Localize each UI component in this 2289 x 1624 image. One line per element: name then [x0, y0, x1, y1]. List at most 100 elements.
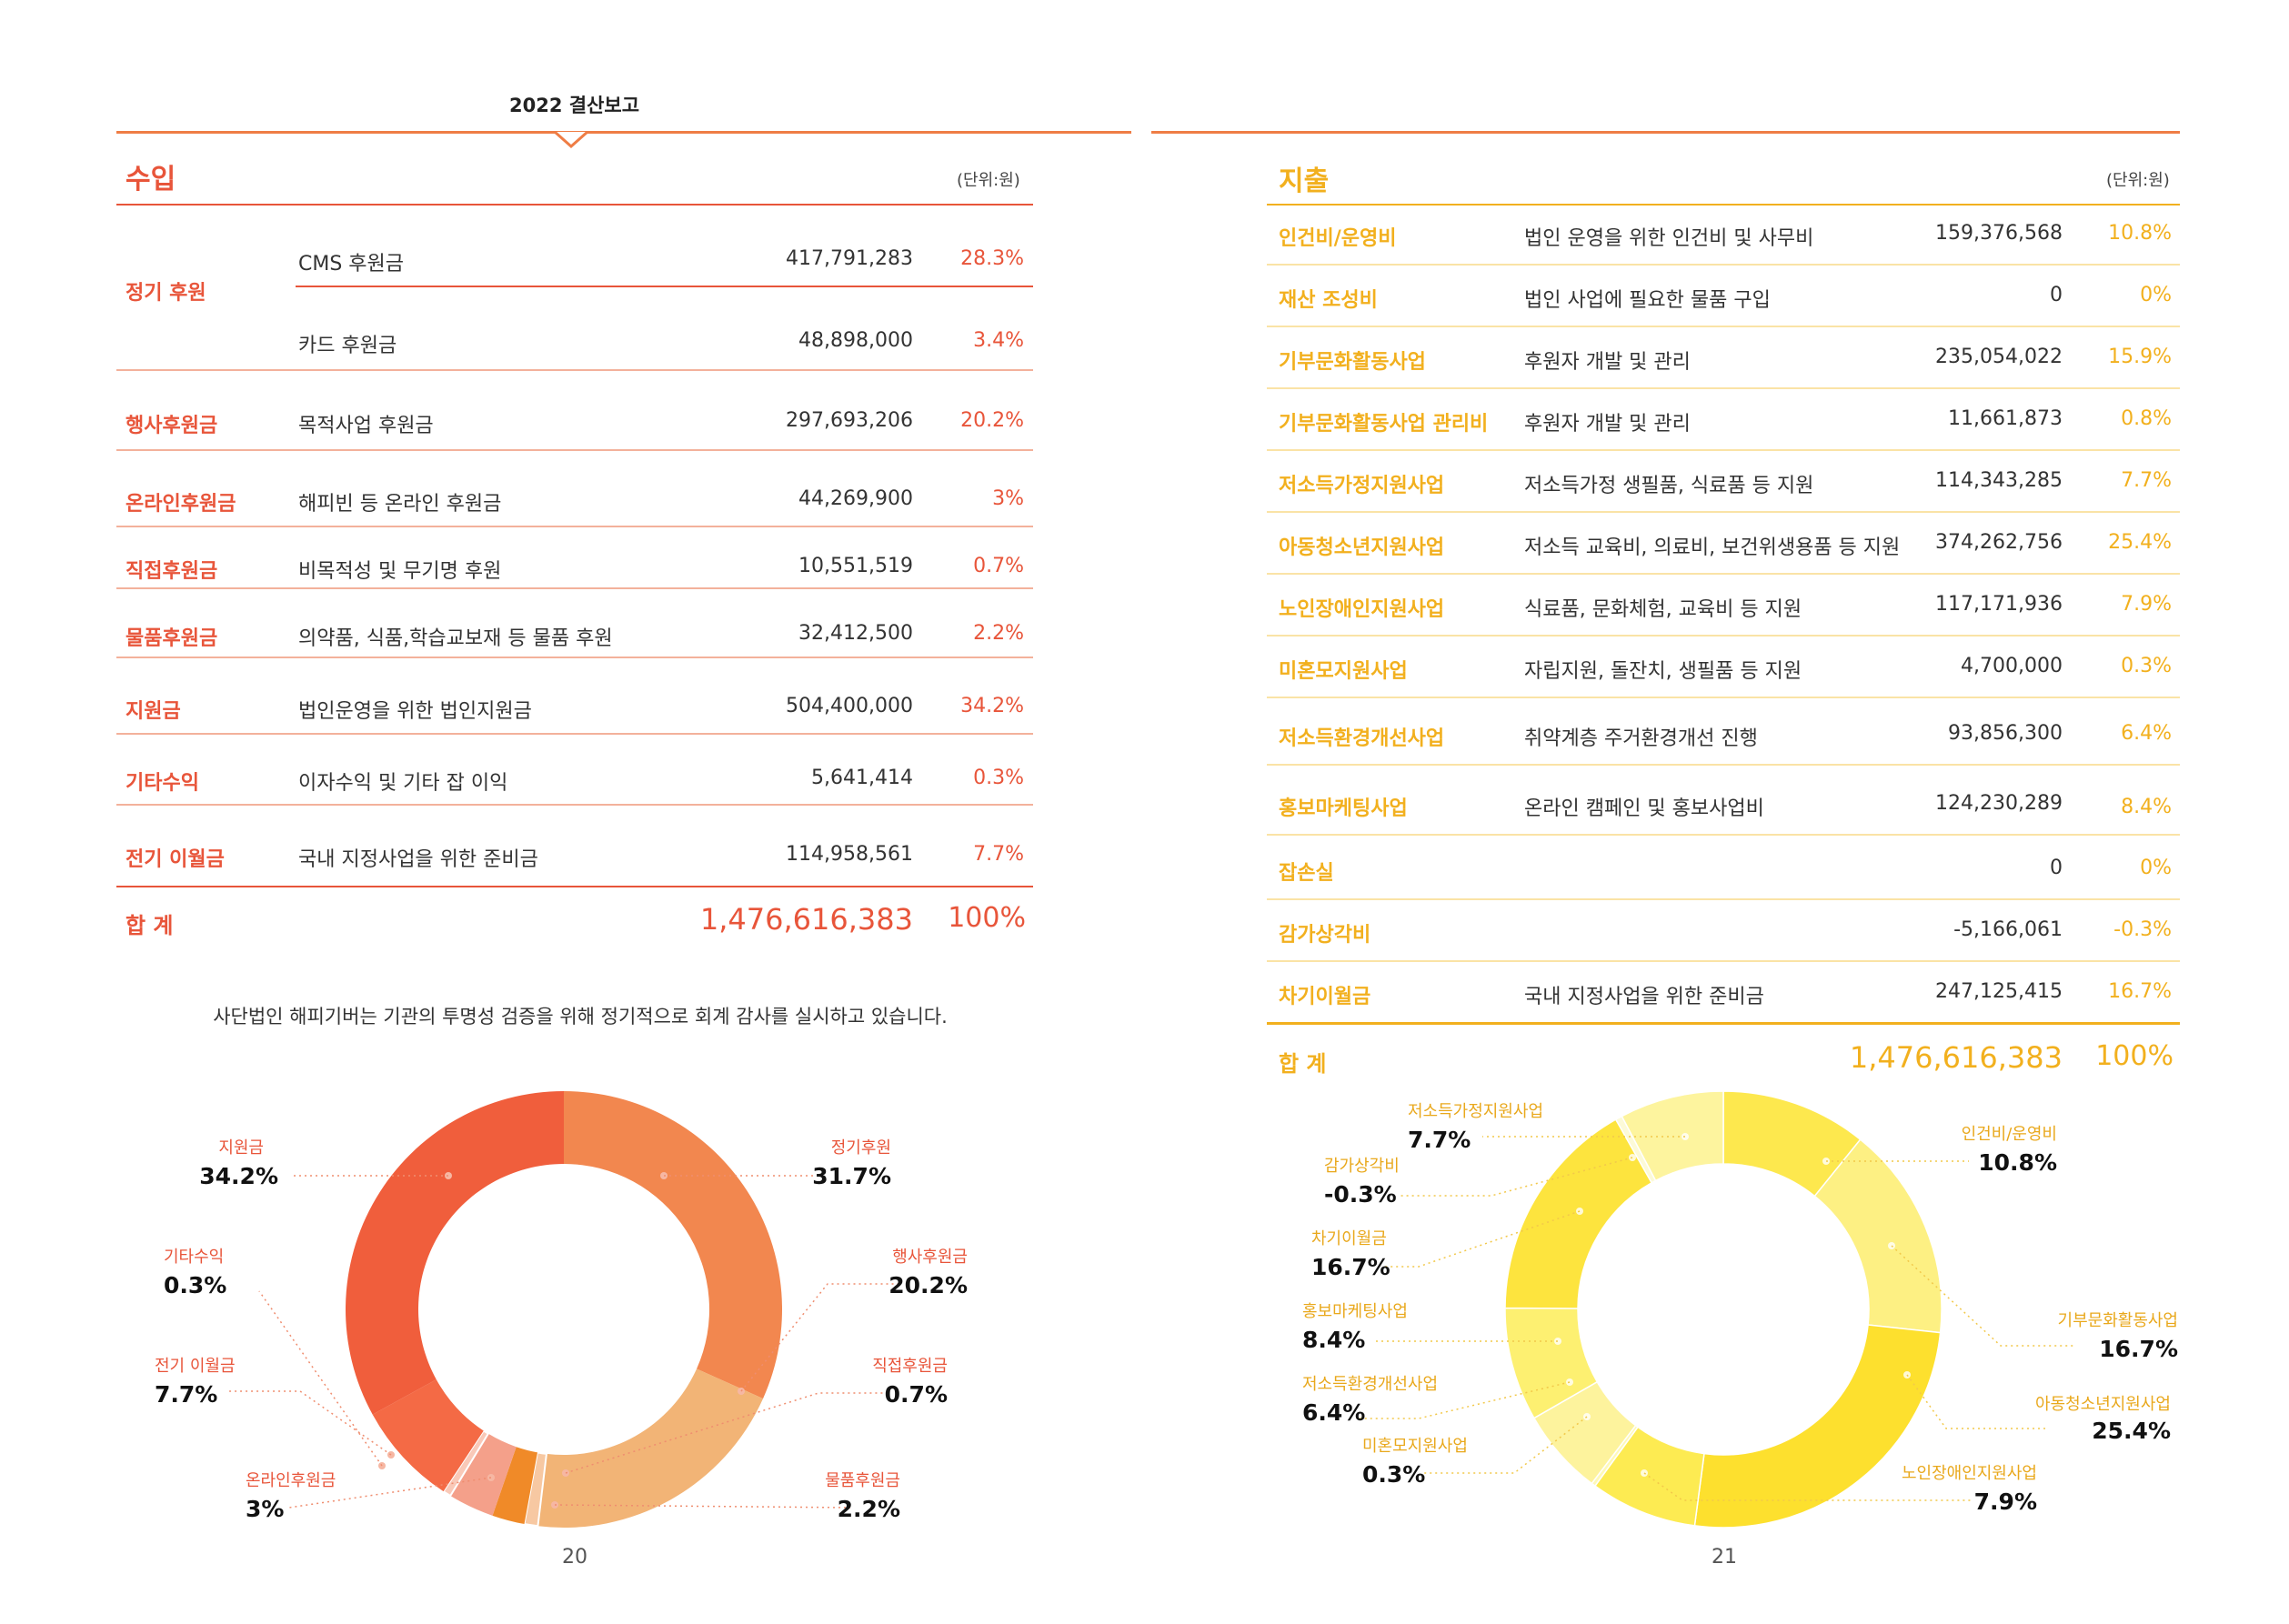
- row-divider: [1267, 573, 2180, 575]
- expense-percent: 0%: [2140, 857, 2172, 879]
- expense-percent: -0.3%: [2113, 918, 2172, 941]
- income-category: 물품후원금: [125, 627, 218, 650]
- chart-value: 25.4%: [2092, 1418, 2171, 1444]
- income-percent: 2.2%: [973, 622, 1024, 645]
- income-category: 행사후원금: [125, 415, 218, 437]
- expense-description: 저소득가정 생필품, 식료품 등 지원: [1524, 475, 1814, 497]
- expense-description: 자립지원, 돌잔치, 생필품 등 지원: [1524, 660, 1802, 683]
- expense-category: 감가상각비: [1279, 924, 1371, 947]
- donut-slice: [523, 1451, 548, 1528]
- expense-unit: (단위:원): [2106, 171, 2170, 190]
- income-description: 국내 지정사업을 위한 준비금: [298, 848, 538, 871]
- expense-amount: 93,856,300: [1948, 722, 2063, 745]
- page-number-left: 20: [562, 1546, 587, 1569]
- row-divider: [1267, 449, 2180, 451]
- expense-description: 법인 사업에 필요한 물품 구입: [1524, 289, 1771, 312]
- income-percent: 0.3%: [973, 767, 1024, 789]
- income-category: 정기 후원: [125, 282, 206, 305]
- expense-percent: 25.4%: [2108, 531, 2172, 554]
- expense-amount: 114,343,285: [1935, 469, 2063, 492]
- row-divider: [1267, 264, 2180, 266]
- row-divider: [296, 286, 1033, 287]
- row-divider: [1267, 635, 2180, 637]
- leader-line: [288, 1477, 492, 1509]
- row-divider: [1267, 697, 2180, 698]
- donut-slice: [492, 1447, 538, 1525]
- chart-label: 저소득환경개선사업: [1302, 1375, 1438, 1394]
- chart-value: 6.4%: [1302, 1399, 1365, 1426]
- expense-percent: 0.3%: [2121, 655, 2172, 677]
- expense-category: 잡손실: [1279, 862, 1334, 885]
- expense-category: 저소득가정지원사업: [1279, 475, 1445, 497]
- donut-slice: [372, 1379, 484, 1492]
- expense-category: 기부문화활동사업: [1279, 351, 1426, 374]
- chart-label: 기타수익: [164, 1248, 224, 1267]
- leader-line: [1384, 1210, 1581, 1268]
- income-amount: 44,269,900: [798, 487, 913, 510]
- chart-label: 온라인후원금: [246, 1471, 336, 1490]
- expense-category: 미혼모지원사업: [1279, 660, 1408, 683]
- expense-category: 인건비/운영비: [1279, 227, 1397, 250]
- income-unit: (단위:원): [957, 171, 1020, 190]
- expense-category: 차기이월금: [1279, 986, 1371, 1008]
- donut-slice: [1621, 1090, 1724, 1182]
- income-percent: 7.7%: [973, 843, 1024, 866]
- expense-amount: 159,376,568: [1935, 222, 2063, 245]
- income-percent: 28.3%: [960, 247, 1024, 270]
- header-rule-right: [1151, 131, 2180, 134]
- income-description: 법인운영을 위한 법인지원금: [298, 700, 532, 723]
- expense-description: 법인 운영을 위한 인건비 및 사무비: [1524, 227, 1814, 250]
- income-category: 전기 이월금: [125, 848, 225, 871]
- chart-value: 31.7%: [812, 1163, 891, 1189]
- income-percent: 3%: [992, 487, 1024, 510]
- income-amount: 417,791,283: [786, 247, 913, 270]
- chart-label: 지원금: [218, 1138, 264, 1158]
- audit-note: 사단법인 해피기버는 기관의 투명성 검증을 위해 정기적으로 회계 감사를 실…: [213, 1006, 948, 1028]
- donut-slice: [537, 1368, 764, 1529]
- chart-value: 7.9%: [1974, 1489, 2037, 1515]
- income-total-percent: 100%: [948, 902, 1026, 934]
- income-amount: 48,898,000: [798, 329, 913, 352]
- expense-amount: 374,262,756: [1935, 531, 2063, 554]
- row-divider: [1267, 326, 2180, 327]
- expense-percent: 15.9%: [2108, 346, 2172, 368]
- income-title: 수입: [125, 164, 176, 195]
- expense-category: 저소득환경개선사업: [1279, 727, 1445, 750]
- chart-value: 2.2%: [838, 1496, 900, 1522]
- income-category: 온라인후원금: [125, 493, 236, 516]
- report-title: 2022 결산보고: [509, 95, 640, 116]
- chart-value: 0.7%: [885, 1381, 948, 1408]
- chart-label: 직접후원금: [872, 1357, 948, 1376]
- expense-category: 재산 조성비: [1279, 289, 1378, 312]
- income-total-label: 합 계: [125, 913, 174, 938]
- expense-category: 아동청소년지원사업: [1279, 536, 1445, 559]
- chart-value: 7.7%: [1408, 1127, 1471, 1153]
- income-description: CMS 후원금: [298, 253, 405, 276]
- leader-line: [740, 1283, 900, 1392]
- expense-description: 취약계층 주거환경개선 진행: [1524, 727, 1758, 750]
- chart-value: 16.7%: [2099, 1336, 2178, 1362]
- header-notch: [554, 131, 588, 149]
- expense-percent: 6.4%: [2121, 722, 2172, 745]
- chart-label: 정기후원: [831, 1138, 891, 1158]
- leader-line: [1643, 1472, 1973, 1501]
- row-divider: [1267, 387, 2180, 389]
- expense-amount: 247,125,415: [1935, 980, 2063, 1003]
- row-divider: [1267, 834, 2180, 836]
- row-divider: [1267, 898, 2180, 900]
- row-divider: [1267, 511, 2180, 513]
- expense-percent: 7.7%: [2121, 469, 2172, 492]
- expense-amount: 124,230,289: [1935, 792, 2063, 815]
- chart-label: 전기 이월금: [155, 1357, 236, 1376]
- income-total-amount: 1,476,616,383: [699, 902, 913, 937]
- chart-value: 8.4%: [1302, 1327, 1365, 1353]
- donut-slice: [450, 1433, 517, 1516]
- income-amount: 504,400,000: [786, 695, 913, 717]
- row-divider: [116, 804, 1033, 806]
- row-divider: [116, 526, 1033, 527]
- expense-category: 홍보마케팅사업: [1279, 797, 1408, 820]
- income-description: 의약품, 식품,학습교보재 등 물품 후원: [298, 627, 613, 650]
- income-category: 지원금: [125, 700, 181, 723]
- expense-description: 온라인 캠페인 및 홍보사업비: [1524, 797, 1764, 820]
